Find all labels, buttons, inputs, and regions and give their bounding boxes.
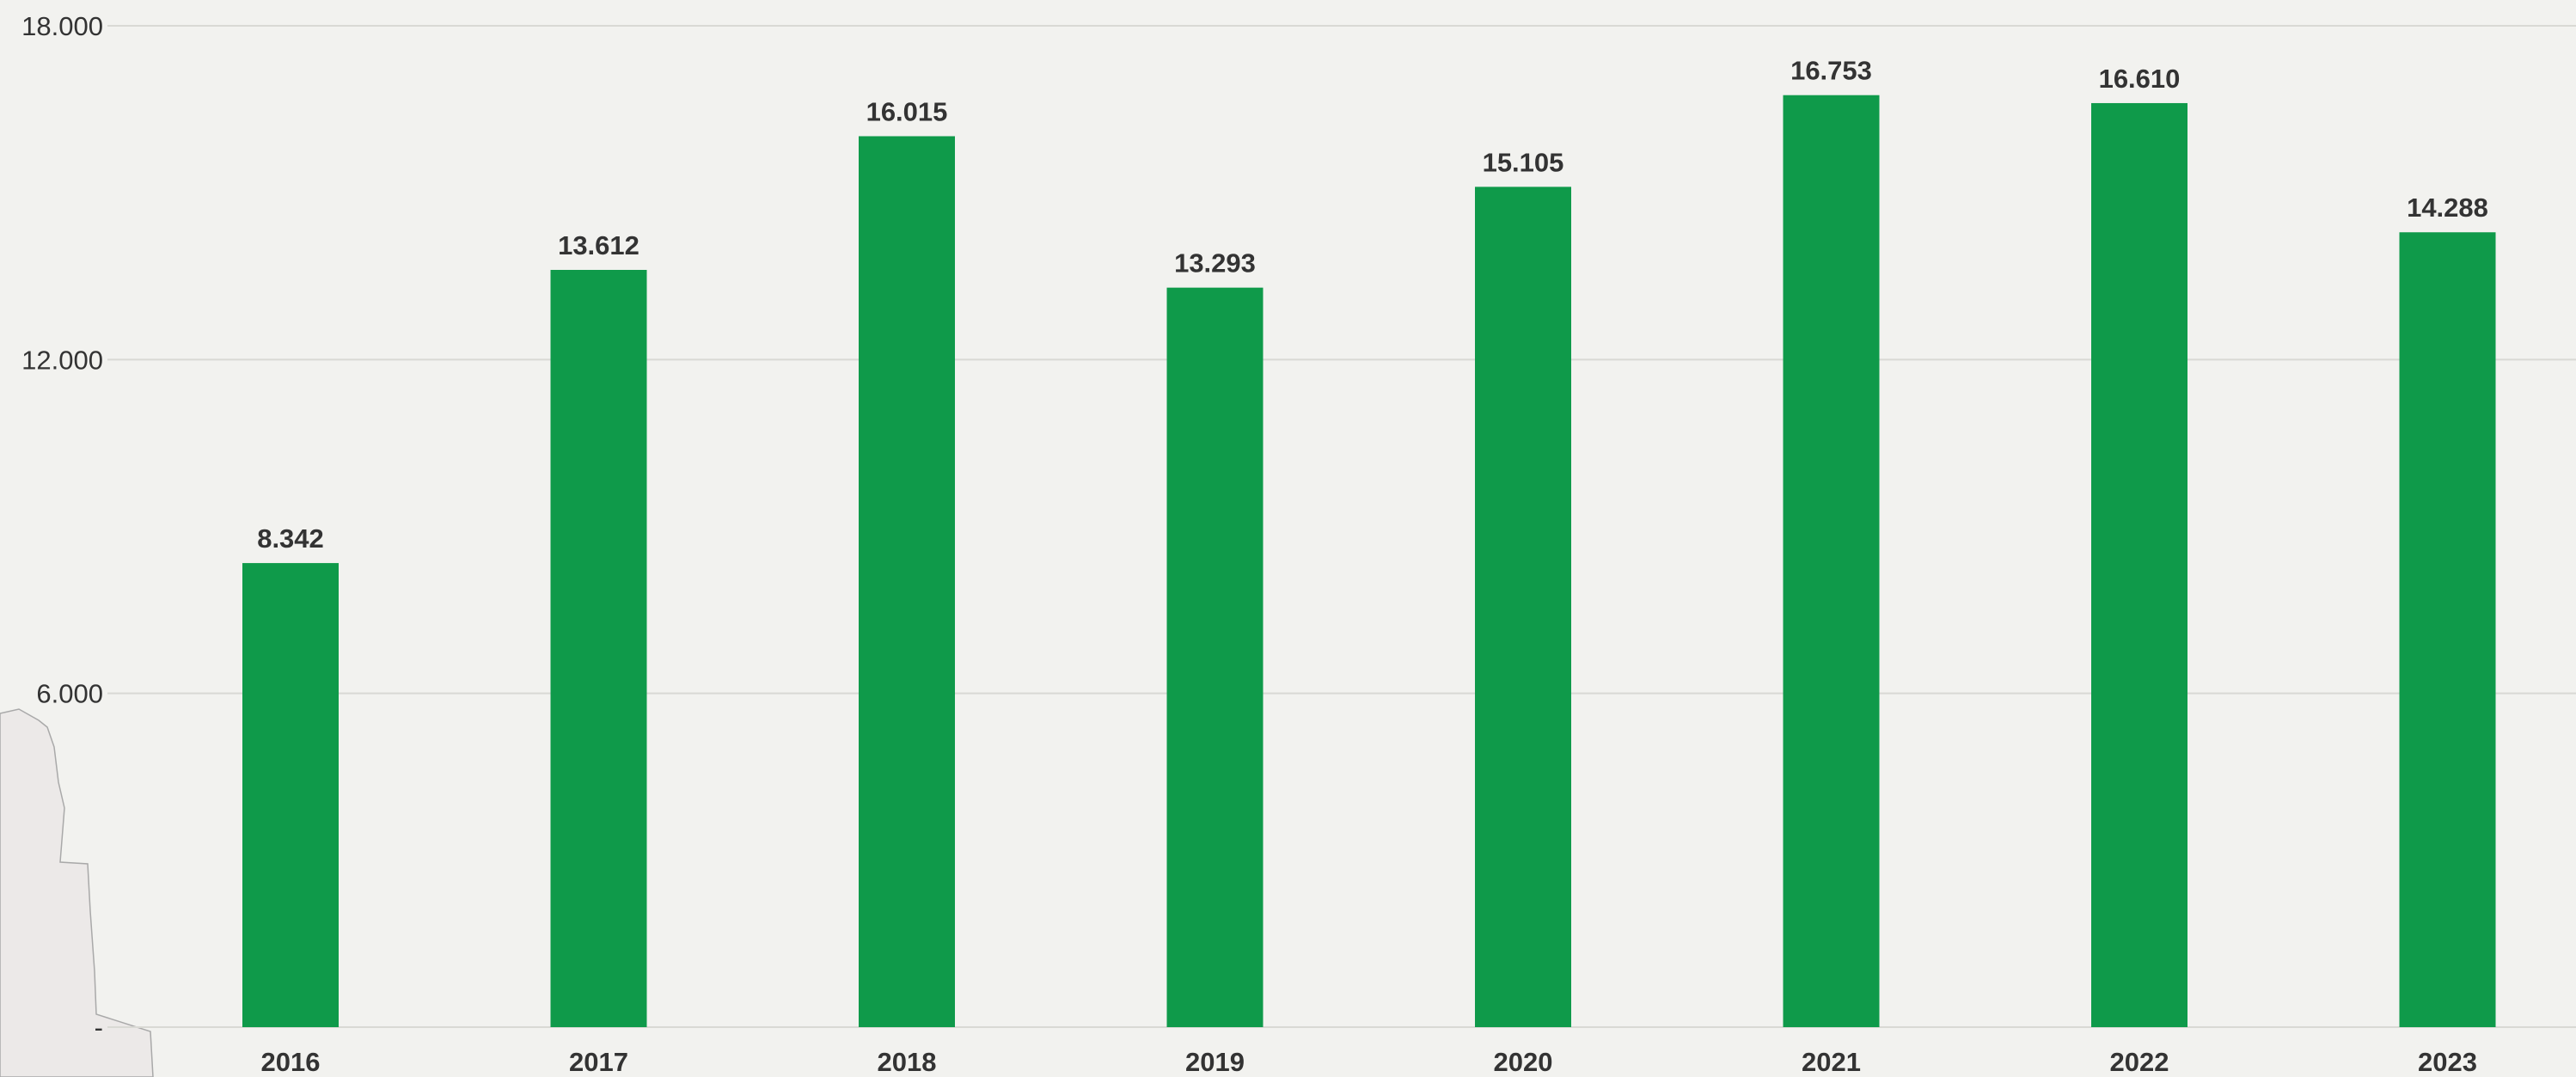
bar-value-label-2016: 8.342	[257, 523, 324, 554]
bar-2021	[1784, 95, 1880, 1027]
bar-2019	[1167, 288, 1264, 1027]
x-tick-label-2021: 2021	[1802, 1047, 1861, 1077]
bar-2023	[2400, 232, 2496, 1027]
bar-2022	[2091, 103, 2187, 1027]
x-tick-label-2018: 2018	[878, 1047, 937, 1077]
y-tick-label: 6.000	[36, 679, 103, 709]
x-tick-label-2022: 2022	[2110, 1047, 2169, 1077]
bar-value-label-2019: 13.293	[1174, 248, 1256, 278]
y-tick-label: 18.000	[21, 11, 103, 41]
y-tick-label: -	[95, 1013, 103, 1043]
x-tick-label-2019: 2019	[1185, 1047, 1245, 1077]
bar-2016	[242, 563, 339, 1027]
bar-value-label-2021: 16.753	[1790, 56, 1872, 86]
bar-value-label-2020: 15.105	[1483, 147, 1564, 177]
bar-value-label-2022: 16.610	[2099, 64, 2181, 94]
bar-2020	[1475, 187, 1571, 1027]
bar-value-label-2018: 16.015	[866, 96, 948, 126]
x-tick-label-2023: 2023	[2418, 1047, 2477, 1077]
y-tick-label: 12.000	[21, 345, 103, 375]
x-tick-label-2020: 2020	[1494, 1047, 1553, 1077]
x-tick-label-2016: 2016	[261, 1047, 321, 1077]
bar-2018	[859, 136, 955, 1027]
bar-value-label-2017: 13.612	[558, 230, 639, 260]
bar-2017	[551, 270, 647, 1027]
x-tick-label-2017: 2017	[569, 1047, 628, 1077]
bar-value-label-2023: 14.288	[2407, 193, 2488, 223]
